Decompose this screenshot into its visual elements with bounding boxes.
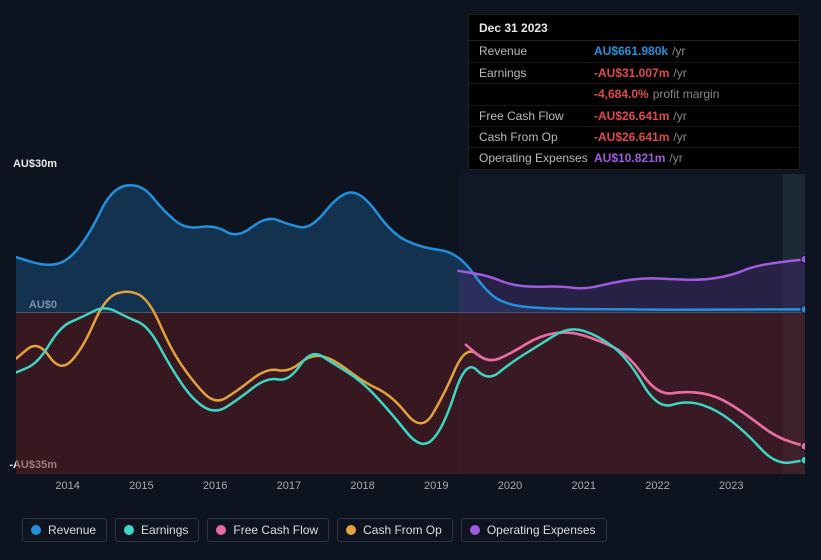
- chart-tooltip: Dec 31 2023 RevenueAU$661.980k/yrEarning…: [468, 14, 800, 170]
- tooltip-row-value: -4,684.0%: [594, 87, 649, 101]
- tooltip-row-unit: /yr: [673, 130, 686, 144]
- legend-label: Free Cash Flow: [233, 523, 318, 537]
- tooltip-row-unit: /yr: [672, 44, 685, 58]
- legend-item[interactable]: Earnings: [115, 518, 199, 542]
- tooltip-row-unit: /yr: [673, 109, 686, 123]
- legend-swatch-icon: [124, 525, 134, 535]
- tooltip-row: Cash From Op-AU$26.641m/yr: [469, 127, 799, 148]
- tooltip-row-value: AU$661.980k: [594, 44, 668, 58]
- x-axis-tick: 2023: [719, 480, 743, 492]
- x-axis-tick: 2014: [55, 480, 79, 492]
- legend-label: Earnings: [141, 523, 188, 537]
- tooltip-row-label: Earnings: [479, 66, 594, 80]
- tooltip-row-value: -AU$26.641m: [594, 130, 669, 144]
- tooltip-row-unit: /yr: [673, 66, 686, 80]
- tooltip-row: -4,684.0% profit margin: [469, 84, 799, 105]
- tooltip-row: Earnings-AU$31.007m/yr: [469, 63, 799, 84]
- x-axis-tick: 2017: [277, 480, 301, 492]
- tooltip-row-label: Cash From Op: [479, 130, 594, 144]
- legend-item[interactable]: Revenue: [22, 518, 107, 542]
- legend-swatch-icon: [31, 525, 41, 535]
- tooltip-row-value: -AU$31.007m: [594, 66, 669, 80]
- x-axis-tick: 2015: [129, 480, 153, 492]
- chart-plot-area[interactable]: [16, 174, 805, 474]
- tooltip-date: Dec 31 2023: [469, 15, 799, 41]
- legend-swatch-icon: [346, 525, 356, 535]
- x-axis-tick: 2018: [350, 480, 374, 492]
- financial-chart: AU$30m AU$0 -AU$35m 20142015201620172018…: [16, 160, 805, 490]
- tooltip-row-label: Free Cash Flow: [479, 109, 594, 123]
- tooltip-row: Free Cash Flow-AU$26.641m/yr: [469, 106, 799, 127]
- x-axis-tick: 2022: [645, 480, 669, 492]
- legend-label: Cash From Op: [363, 523, 442, 537]
- tooltip-rows: RevenueAU$661.980k/yrEarnings-AU$31.007m…: [469, 41, 799, 168]
- x-axis-tick: 2020: [498, 480, 522, 492]
- x-axis-tick: 2016: [203, 480, 227, 492]
- tooltip-row-unit: profit margin: [653, 87, 720, 101]
- tooltip-row: RevenueAU$661.980k/yr: [469, 41, 799, 62]
- legend-label: Operating Expenses: [487, 523, 596, 537]
- legend-item[interactable]: Free Cash Flow: [207, 518, 329, 542]
- legend-label: Revenue: [48, 523, 96, 537]
- tooltip-row-value: -AU$26.641m: [594, 109, 669, 123]
- y-axis-label-top: AU$30m: [13, 158, 57, 170]
- legend-swatch-icon: [216, 525, 226, 535]
- tooltip-row-label: Revenue: [479, 44, 594, 58]
- x-axis: 2014 2015 2016 2017 2018 2019 2020 2021 2022 2023: [16, 480, 805, 498]
- x-axis-tick: 2021: [572, 480, 596, 492]
- x-axis-tick: 2019: [424, 480, 448, 492]
- legend-item[interactable]: Operating Expenses: [461, 518, 607, 542]
- legend-item[interactable]: Cash From Op: [337, 518, 453, 542]
- chart-legend: Revenue Earnings Free Cash Flow Cash From O…: [22, 518, 607, 542]
- legend-swatch-icon: [470, 525, 480, 535]
